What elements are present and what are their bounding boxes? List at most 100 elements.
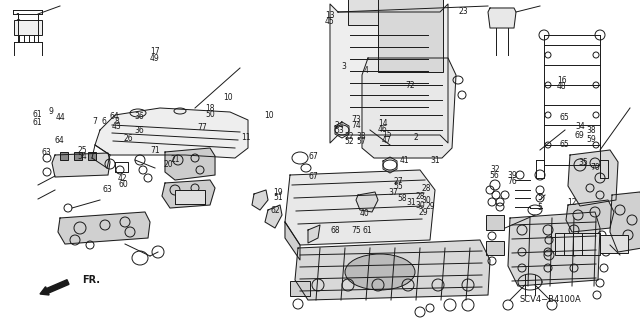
Text: 40: 40 <box>360 209 370 218</box>
Text: 56: 56 <box>490 171 500 180</box>
Text: 75: 75 <box>351 226 361 235</box>
Polygon shape <box>165 148 215 180</box>
Polygon shape <box>356 192 378 212</box>
Bar <box>290 281 310 296</box>
Text: 12: 12 <box>568 198 577 207</box>
Text: 37: 37 <box>388 188 398 197</box>
Polygon shape <box>610 192 640 252</box>
Text: 69: 69 <box>575 131 585 140</box>
Polygon shape <box>330 4 448 143</box>
Text: 10: 10 <box>264 111 274 120</box>
Text: 29: 29 <box>425 202 435 211</box>
Text: 7: 7 <box>92 117 97 126</box>
Text: 51: 51 <box>273 193 283 202</box>
Text: SCV4−B4100A: SCV4−B4100A <box>520 295 581 304</box>
Text: 46: 46 <box>378 125 388 134</box>
Text: 60: 60 <box>118 180 128 189</box>
Text: 36: 36 <box>134 112 145 121</box>
Text: 8: 8 <box>114 117 119 126</box>
Bar <box>486 241 504 255</box>
Text: 73: 73 <box>351 115 362 124</box>
Bar <box>600 235 628 253</box>
Text: 9: 9 <box>49 107 54 116</box>
Polygon shape <box>285 222 300 260</box>
Text: 64: 64 <box>54 136 65 145</box>
Bar <box>60 152 68 160</box>
Text: 2: 2 <box>413 133 419 142</box>
FancyArrow shape <box>40 280 69 295</box>
Polygon shape <box>508 212 600 286</box>
Text: 18: 18 <box>205 104 214 113</box>
Text: 17: 17 <box>150 47 160 56</box>
Text: 38: 38 <box>586 126 596 135</box>
Text: 74: 74 <box>351 121 362 130</box>
Text: 54: 54 <box>77 152 87 161</box>
Polygon shape <box>52 153 110 177</box>
Text: 29: 29 <box>419 208 429 217</box>
Text: 26: 26 <box>123 134 133 143</box>
Text: 48: 48 <box>557 82 567 91</box>
Polygon shape <box>58 212 150 244</box>
Text: 61: 61 <box>32 118 42 127</box>
Text: 55: 55 <box>393 182 403 191</box>
Text: 41: 41 <box>399 156 410 165</box>
Text: 5: 5 <box>538 204 543 212</box>
Text: 67: 67 <box>308 152 319 161</box>
Polygon shape <box>95 108 248 158</box>
Text: 52: 52 <box>344 137 354 146</box>
Bar <box>486 215 504 230</box>
Text: 63: 63 <box>41 148 51 157</box>
Text: 59: 59 <box>586 135 596 144</box>
Text: 4: 4 <box>364 66 369 75</box>
Text: 36: 36 <box>134 126 145 135</box>
Text: 22: 22 <box>344 132 353 141</box>
Polygon shape <box>252 190 268 210</box>
Text: 62: 62 <box>270 206 280 215</box>
Text: 53: 53 <box>334 126 344 135</box>
Text: 50: 50 <box>205 110 215 119</box>
Text: 65: 65 <box>559 113 570 122</box>
Text: 72: 72 <box>405 81 415 90</box>
Text: 10: 10 <box>223 93 233 102</box>
Text: 31: 31 <box>406 198 416 207</box>
Text: 30: 30 <box>421 196 431 205</box>
Polygon shape <box>362 58 456 158</box>
Text: 35: 35 <box>579 158 589 167</box>
Text: 28: 28 <box>415 192 424 201</box>
Text: 43: 43 <box>111 122 122 131</box>
Text: 34: 34 <box>575 122 585 131</box>
Text: 58: 58 <box>397 194 407 203</box>
Text: 65: 65 <box>559 140 570 149</box>
Bar <box>88 152 96 160</box>
Text: 3: 3 <box>342 63 347 71</box>
Text: 76: 76 <box>507 177 517 186</box>
Text: 71: 71 <box>150 146 160 155</box>
Text: 13: 13 <box>324 11 335 20</box>
Text: 44: 44 <box>56 113 66 122</box>
Polygon shape <box>285 170 435 245</box>
Bar <box>378 0 443 72</box>
Text: 11: 11 <box>242 133 251 142</box>
Text: 16: 16 <box>557 76 567 85</box>
Text: 49: 49 <box>150 54 160 63</box>
Text: 5: 5 <box>538 193 543 202</box>
Bar <box>175 190 205 204</box>
Text: 19: 19 <box>273 188 283 197</box>
Text: 57: 57 <box>356 137 366 146</box>
Polygon shape <box>308 225 320 243</box>
Text: 39: 39 <box>507 171 517 180</box>
Text: 20: 20 <box>163 160 173 169</box>
Polygon shape <box>568 150 618 206</box>
Text: 68: 68 <box>330 226 340 235</box>
Text: 45: 45 <box>324 17 335 26</box>
Text: 67: 67 <box>308 172 319 181</box>
Text: 70: 70 <box>590 163 600 172</box>
Text: FR.: FR. <box>82 275 100 285</box>
Polygon shape <box>162 180 215 208</box>
Text: 61: 61 <box>362 226 372 235</box>
Bar <box>555 233 600 255</box>
Text: 64: 64 <box>109 112 119 121</box>
Text: 15: 15 <box>381 130 392 139</box>
Text: 63: 63 <box>102 185 113 194</box>
Text: 23: 23 <box>458 7 468 16</box>
